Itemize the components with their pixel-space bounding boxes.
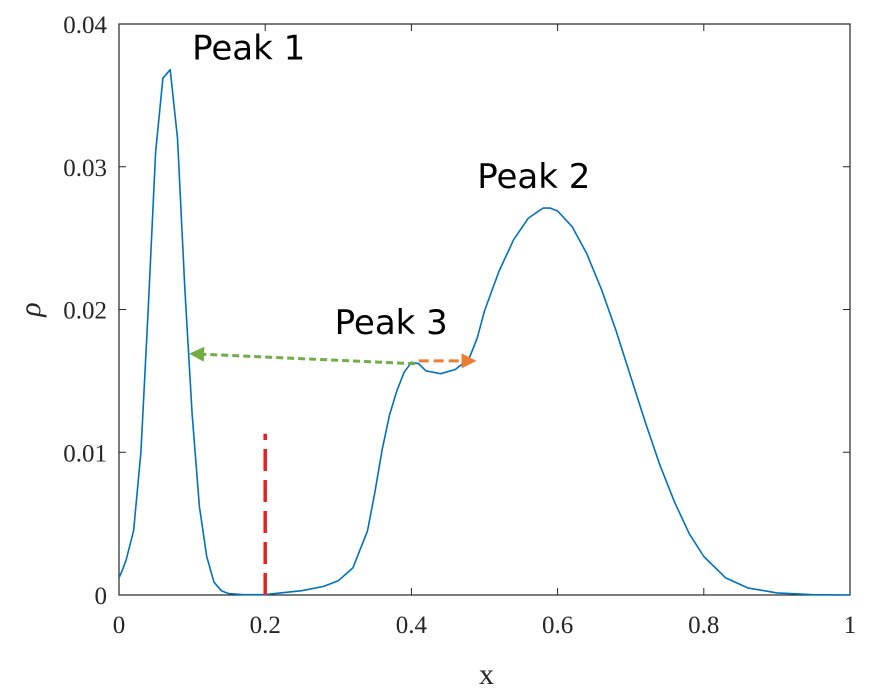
y-tick-label: 0.02 — [63, 298, 107, 325]
x-tick-label: 0.2 — [250, 612, 281, 639]
x-tick-label: 1 — [844, 612, 857, 639]
x-tick-label: 0 — [113, 612, 126, 639]
x-axis-title: x — [479, 658, 494, 690]
x-tick-label: 0.4 — [396, 612, 428, 639]
y-tick-label: 0.01 — [63, 440, 107, 467]
y-axis-title: ρ — [14, 302, 47, 317]
peak-label: Peak 1 — [192, 29, 305, 69]
peak-label: Peak 2 — [477, 157, 590, 197]
x-tick-label: 0.6 — [542, 612, 573, 639]
y-tick-label: 0.04 — [63, 12, 107, 39]
density-curve — [118, 68, 851, 596]
y-tick-label: 0 — [95, 583, 108, 610]
y-tick-label: 0.03 — [63, 155, 107, 182]
plot-area: 0 0.2 0.4 0.6 0.8 1 0 0.01 0.02 0.03 0.04 x ρ Peak 1 P… — [14, 12, 856, 690]
peak-label: Peak 3 — [335, 303, 448, 343]
green-dashed-arrow — [189, 346, 416, 366]
x-tick-label: 0.8 — [688, 612, 719, 639]
